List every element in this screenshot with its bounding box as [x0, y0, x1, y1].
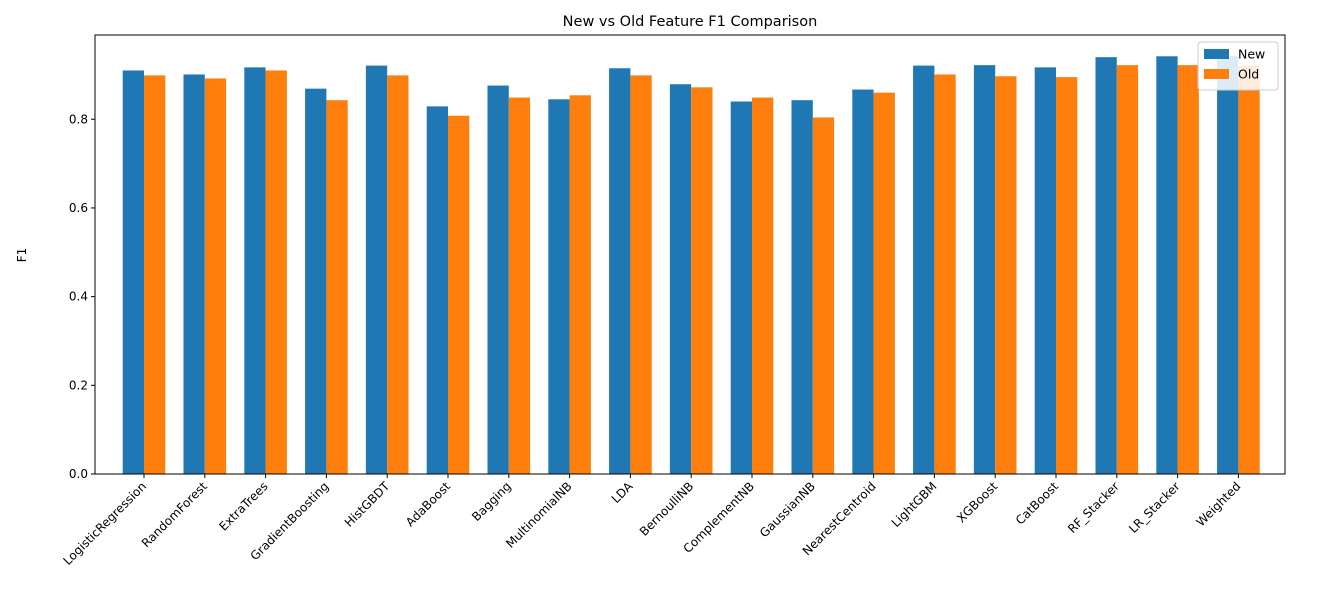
bar-old-bagging [508, 97, 531, 475]
bar-new-complementnb [730, 101, 752, 475]
bar-new-nearestcentroid [852, 89, 874, 474]
legend-label-new: New [1238, 47, 1265, 62]
bar-new-lda [609, 68, 631, 474]
x-tick-label: LDA [609, 479, 636, 506]
bar-new-rf-stacker [1095, 57, 1117, 475]
plot-frame [94, 34, 1286, 475]
legend-swatch-old [1204, 69, 1229, 79]
y-axis-label: F1 [15, 248, 29, 263]
bar-old-lightgbm [934, 74, 956, 474]
x-tick-label: MultinomialNB [503, 479, 575, 551]
x-tick-label: GaussianNB [757, 479, 818, 540]
bar-old-catboost [1056, 77, 1078, 474]
bar-new-gradientboosting [305, 88, 327, 474]
x-tick-label: LR_Stacker [1126, 479, 1183, 536]
bar-old-rf-stacker [1116, 65, 1139, 475]
bar-new-catboost [1034, 67, 1056, 475]
x-tick-label: BernoulliNB [637, 479, 696, 538]
x-tick-label: RF_Stacker [1065, 479, 1122, 536]
x-tick-label: Weighted [1193, 479, 1243, 529]
bar-new-lightgbm [913, 65, 935, 474]
bars-group [122, 56, 1260, 475]
bar-old-randomforest [204, 78, 227, 475]
bar-new-adaboost [426, 106, 448, 474]
x-tick-label: XGBoost [954, 479, 1000, 525]
bar-old-multinomialnb [569, 95, 591, 474]
bar-new-xgboost [973, 65, 996, 475]
x-tick-label: HistGBDT [342, 479, 393, 530]
bar-new-histgbdt [365, 65, 388, 474]
bar-old-weighted [1238, 66, 1260, 474]
y-tick-label: 0.4 [69, 290, 88, 304]
bar-old-bernoullinb [691, 87, 713, 474]
x-tick-label: Bagging [469, 479, 514, 524]
bar-old-lda [630, 75, 652, 474]
bar-new-multinomialnb [548, 99, 570, 475]
x-tick-label: LogisticRegression [61, 479, 150, 568]
x-tick-label: AdaBoost [403, 479, 453, 529]
bar-new-extratrees [244, 67, 266, 475]
bar-new-gaussiannb [791, 100, 813, 475]
bar-old-lr-stacker [1177, 65, 1199, 475]
y-tick-label: 0.6 [69, 201, 88, 215]
y-axis-ticks: 0.0 0.2 0.4 0.6 0.8 [69, 112, 95, 481]
bar-old-nearestcentroid [873, 92, 895, 475]
bar-old-adaboost [448, 115, 470, 475]
bar-old-gaussiannb [812, 117, 835, 474]
x-tick-label: RandomForest [139, 479, 210, 550]
y-tick-label: 0.8 [69, 112, 88, 126]
bar-old-logisticregression [144, 75, 166, 474]
y-tick-label: 0.0 [69, 467, 88, 481]
chart-title: New vs Old Feature F1 Comparison [563, 14, 818, 30]
legend-label-old: Old [1238, 67, 1259, 82]
bar-new-bernoullinb [669, 84, 692, 474]
bar-old-xgboost [995, 76, 1017, 475]
bar-old-extratrees [265, 70, 287, 474]
bar-old-gradientboosting [326, 100, 348, 475]
bar-new-bagging [487, 85, 509, 475]
x-tick-label: CatBoost [1013, 479, 1062, 528]
bar-old-complementnb [752, 97, 774, 475]
x-tick-label: LightGBM [889, 479, 940, 530]
y-tick-label: 0.2 [69, 378, 88, 392]
bar-new-logisticregression [122, 70, 144, 474]
x-tick-label: ExtraTrees [216, 479, 270, 533]
legend: New Old [1197, 41, 1279, 91]
legend-swatch-new [1204, 49, 1229, 59]
bar-new-randomforest [183, 74, 205, 474]
bar-old-histgbdt [387, 75, 409, 474]
bar-new-weighted [1217, 56, 1239, 474]
bar-new-lr-stacker [1156, 56, 1178, 474]
